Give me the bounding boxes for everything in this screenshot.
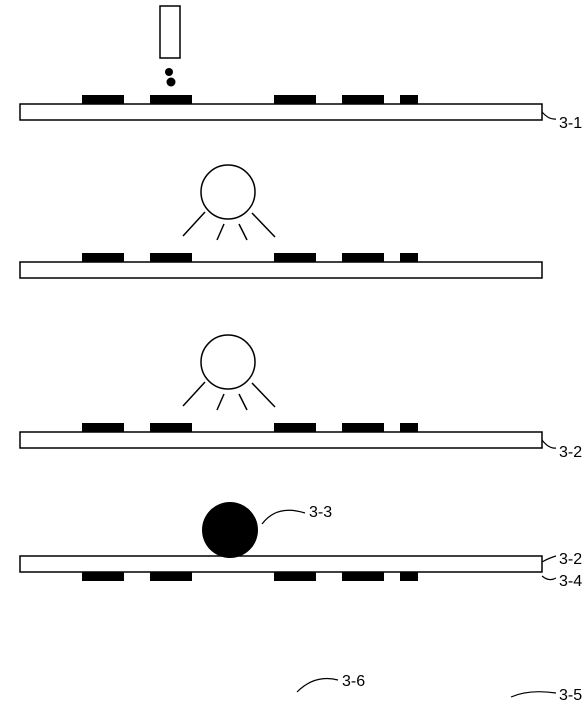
pad-4-4 [342, 572, 384, 581]
solder-ball [202, 502, 258, 558]
light-source-2 [201, 335, 255, 389]
pad-3-2 [150, 423, 192, 432]
pad-2-1 [82, 253, 124, 262]
leader-3-1 [542, 112, 556, 119]
label-3-4: 3-4 [559, 573, 582, 590]
leader-3-5 [511, 692, 556, 697]
pad-2-2 [150, 253, 192, 262]
ray-1-3 [183, 212, 205, 236]
substrate-2 [20, 262, 542, 278]
pad-2-4 [342, 253, 384, 262]
substrate-1 [20, 104, 542, 120]
pad-3-5 [400, 423, 418, 432]
label-3-5: 3-5 [559, 687, 582, 704]
ray-1-2 [239, 224, 247, 240]
pad-1-3 [274, 95, 316, 104]
pad-1-5 [400, 95, 418, 104]
pad-2-5 [400, 253, 418, 262]
droplet-1 [165, 68, 173, 76]
droplet-2 [167, 78, 176, 87]
label-3-2: 3-2 [559, 551, 582, 568]
leader-3-6 [297, 679, 338, 693]
pad-3-1 [82, 423, 124, 432]
pad-1-1 [82, 95, 124, 104]
ray-2-4 [252, 383, 275, 407]
label-3-6: 3-6 [342, 673, 365, 690]
leader-3-4 [542, 576, 556, 580]
pad-2-3 [274, 253, 316, 262]
dispenser [160, 6, 180, 58]
pad-4-5 [400, 572, 418, 581]
label-3-2: 3-2 [559, 444, 582, 461]
light-source-1 [201, 165, 255, 219]
ray-2-1 [217, 394, 224, 410]
ray-1-4 [252, 213, 275, 237]
pad-4-3 [274, 572, 316, 581]
ray-2-2 [239, 394, 247, 410]
pad-3-3 [274, 423, 316, 432]
pad-1-4 [342, 95, 384, 104]
label-3-1: 3-1 [559, 115, 582, 132]
pad-4-1 [82, 572, 124, 581]
ray-2-3 [183, 382, 205, 406]
substrate-4 [20, 556, 542, 572]
ray-1-1 [217, 224, 224, 240]
leader-3-2 [542, 556, 556, 562]
pad-4-2 [150, 572, 192, 581]
pad-3-4 [342, 423, 384, 432]
pad-1-2 [150, 95, 192, 104]
substrate-3 [20, 432, 542, 448]
label-3-3: 3-3 [309, 504, 332, 521]
leader-3-2 [542, 440, 556, 448]
leader-3-3 [262, 510, 305, 524]
